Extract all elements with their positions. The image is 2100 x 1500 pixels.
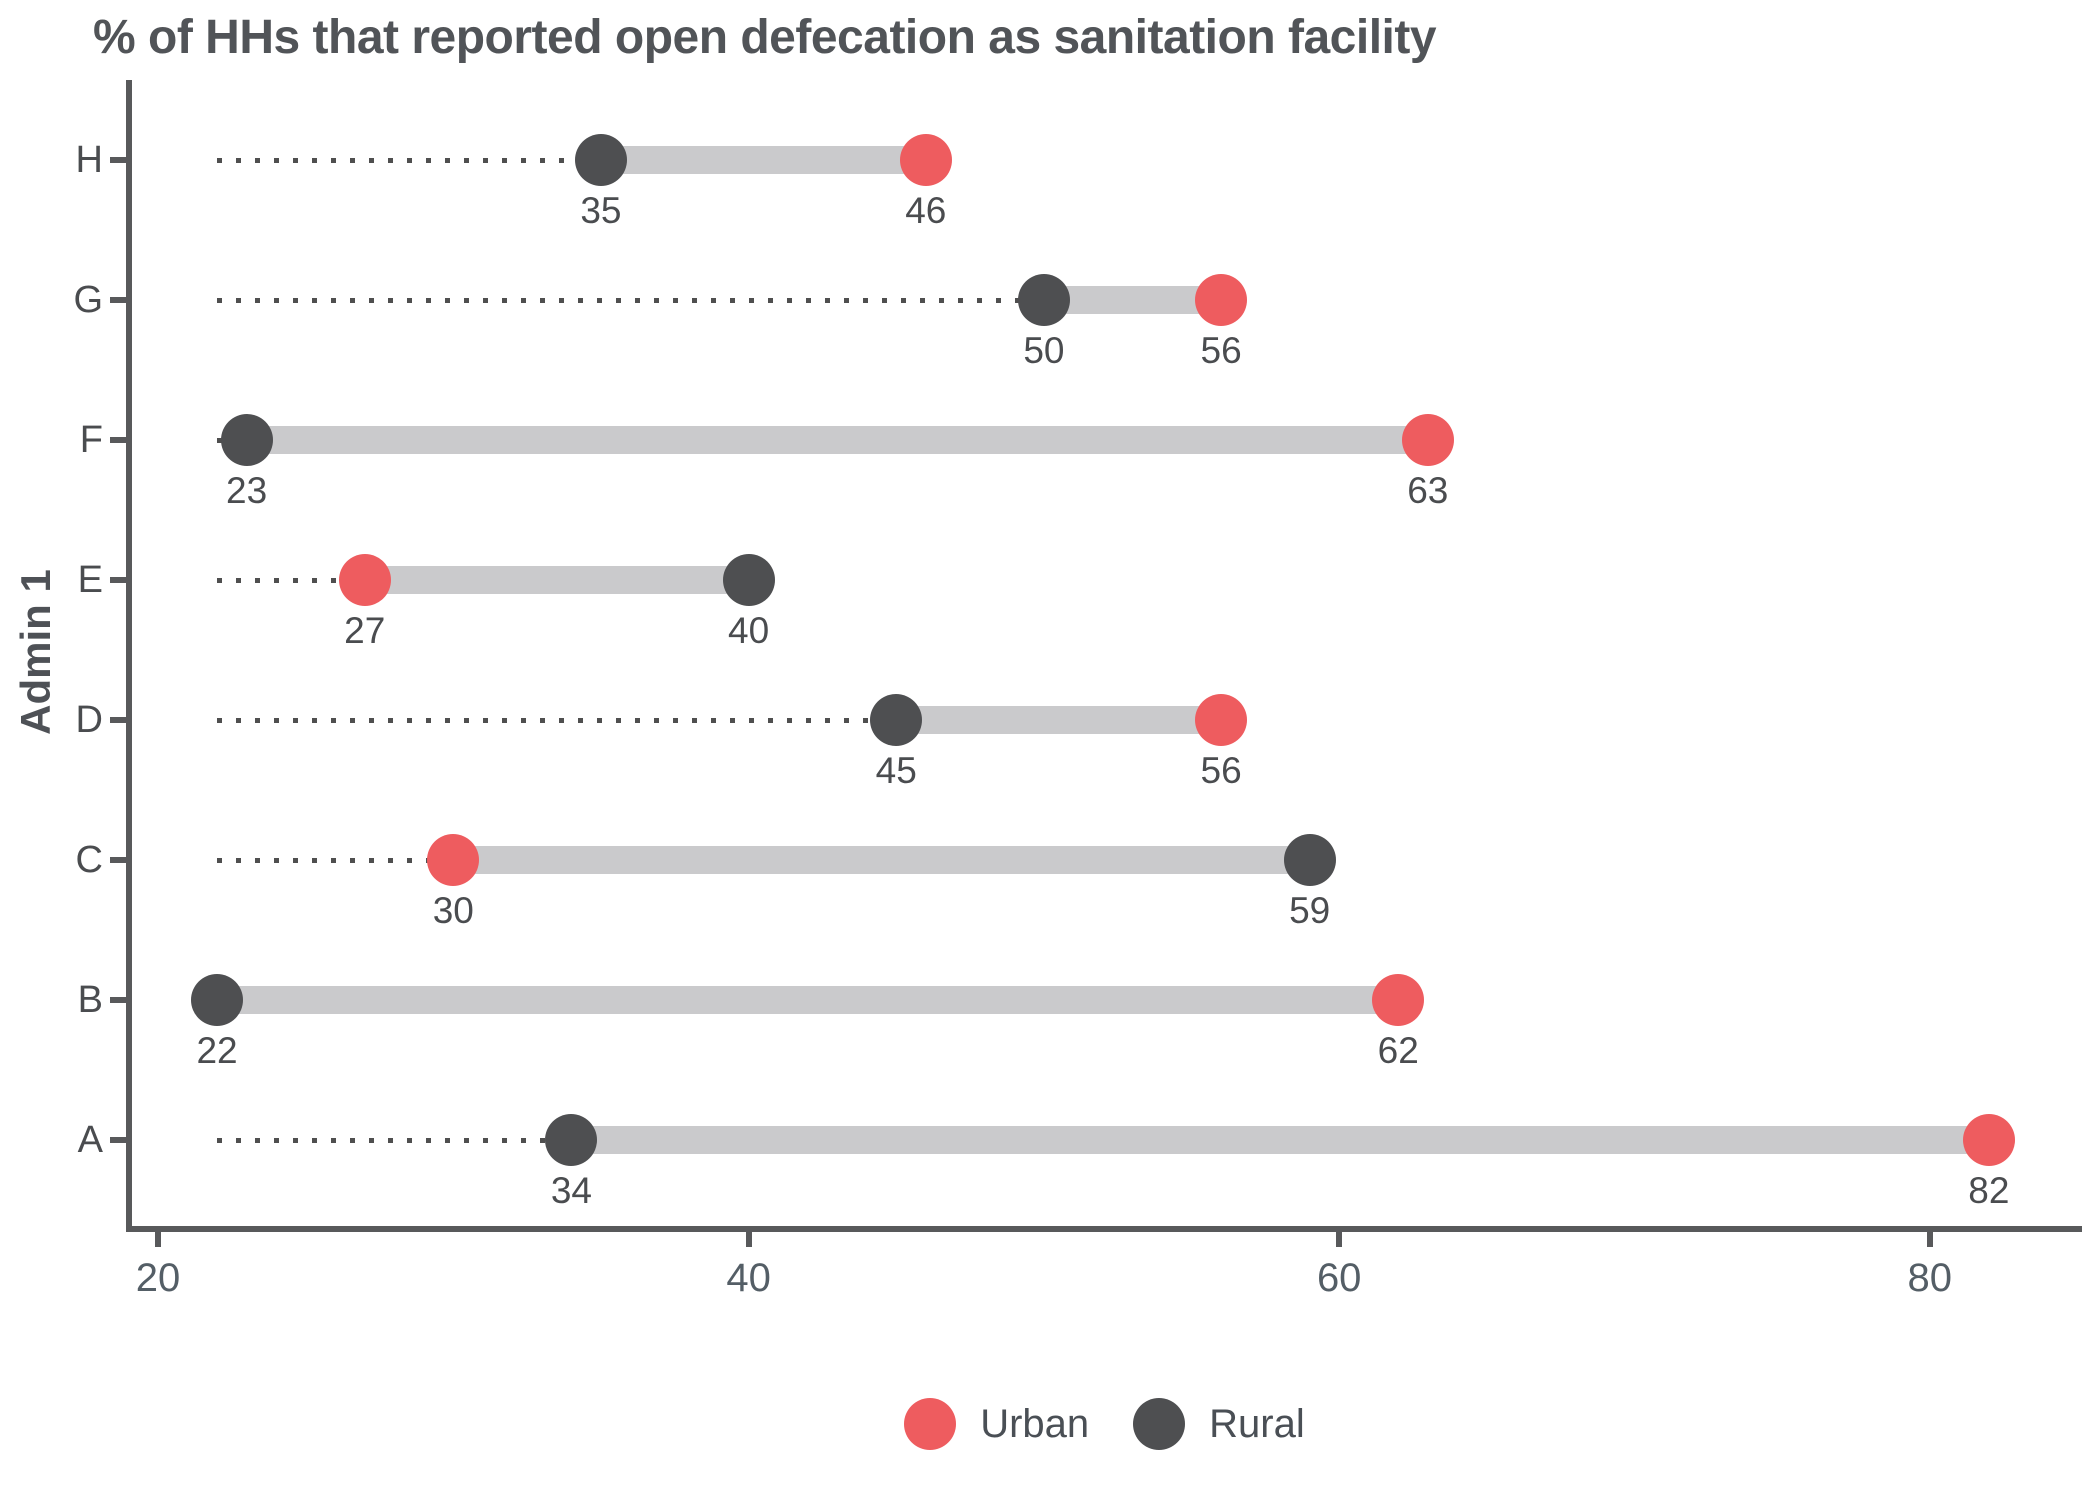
urban-value-A: 82 bbox=[1968, 1170, 2010, 1211]
urban-dot-C bbox=[427, 834, 480, 886]
x-tick-label-20: 20 bbox=[135, 1256, 181, 1300]
range-bar-G bbox=[1043, 286, 1222, 314]
category-label-E: E bbox=[77, 559, 103, 601]
x-tick-label-40: 40 bbox=[726, 1256, 771, 1300]
rural-dot-F bbox=[220, 414, 273, 466]
urban-value-B: 62 bbox=[1377, 1030, 1419, 1071]
range-bar-D bbox=[896, 706, 1222, 734]
urban-value-F: 63 bbox=[1407, 470, 1449, 511]
y-axis-tick bbox=[110, 997, 129, 1003]
legend-item-rural: Rural bbox=[1133, 1398, 1305, 1450]
x-axis-tick bbox=[1926, 1232, 1933, 1247]
y-axis-tick bbox=[110, 717, 129, 723]
category-label-C: C bbox=[75, 839, 103, 881]
leader-line-C bbox=[217, 858, 454, 863]
urban-value-H: 46 bbox=[905, 190, 947, 231]
category-label-B: B bbox=[77, 979, 103, 1021]
rural-value-D: 45 bbox=[875, 750, 917, 791]
y-axis-tick bbox=[110, 437, 129, 443]
urban-value-C: 30 bbox=[432, 890, 474, 931]
range-bar-B bbox=[217, 986, 1399, 1014]
urban-dot-icon bbox=[904, 1398, 957, 1450]
range-bar-H bbox=[600, 146, 926, 174]
legend-label-rural: Rural bbox=[1209, 1401, 1305, 1446]
rural-dot-G bbox=[1017, 274, 1070, 326]
x-tick-label-80: 80 bbox=[1907, 1256, 1953, 1300]
category-label-F: F bbox=[79, 419, 103, 461]
x-axis-tick bbox=[1336, 1232, 1343, 1247]
urban-dot-A bbox=[1962, 1114, 2015, 1166]
urban-value-E: 27 bbox=[344, 610, 386, 651]
category-label-D: D bbox=[75, 699, 103, 741]
urban-dot-G bbox=[1195, 274, 1248, 326]
x-axis-tick bbox=[155, 1232, 161, 1247]
y-axis-tick bbox=[110, 577, 129, 583]
urban-dot-E bbox=[338, 554, 391, 606]
rural-dot-A bbox=[545, 1114, 598, 1166]
rural-dot-icon bbox=[1133, 1398, 1186, 1450]
range-bar-E bbox=[364, 566, 749, 594]
leader-line-E bbox=[217, 578, 365, 583]
y-axis-tick bbox=[110, 157, 129, 163]
y-axis-tick bbox=[110, 857, 129, 863]
rural-dot-B bbox=[191, 974, 244, 1026]
range-bar-F bbox=[246, 426, 1428, 454]
urban-value-D: 56 bbox=[1200, 750, 1242, 791]
range-bar-C bbox=[453, 846, 1310, 874]
rural-dot-C bbox=[1283, 834, 1336, 886]
urban-dot-H bbox=[899, 134, 952, 186]
leader-line-A bbox=[217, 1138, 572, 1143]
y-axis-tick bbox=[110, 1137, 129, 1143]
category-label-H: H bbox=[75, 139, 103, 181]
rural-dot-H bbox=[574, 134, 627, 186]
rural-value-F: 23 bbox=[226, 470, 268, 511]
leader-line-H bbox=[217, 158, 601, 163]
category-label-A: A bbox=[77, 1119, 103, 1161]
urban-value-G: 56 bbox=[1200, 330, 1242, 371]
rural-value-H: 35 bbox=[580, 190, 622, 231]
urban-dot-B bbox=[1372, 974, 1425, 1026]
rural-value-A: 34 bbox=[550, 1170, 592, 1211]
rural-value-C: 59 bbox=[1289, 890, 1331, 931]
rural-dot-D bbox=[870, 694, 923, 746]
category-label-G: G bbox=[73, 279, 103, 321]
rural-value-B: 22 bbox=[196, 1030, 238, 1071]
leader-line-G bbox=[217, 298, 1044, 303]
legend: Urban Rural bbox=[129, 1398, 2080, 1450]
chart-title: % of HHs that reported open defecation a… bbox=[93, 11, 1437, 64]
x-axis-line bbox=[126, 1226, 2082, 1232]
rural-dot-E bbox=[722, 554, 775, 606]
plot-area: H 35 46 G 50 56 F 23 63 E 40 27 D 45 56 C 59 30 B 22 62 A 34 82… bbox=[73, 80, 2080, 1298]
legend-label-urban: Urban bbox=[980, 1401, 1090, 1446]
x-axis-tick bbox=[745, 1232, 752, 1247]
legend-item-urban: Urban bbox=[904, 1398, 1089, 1450]
urban-dot-F bbox=[1401, 414, 1454, 466]
leader-line-D bbox=[217, 718, 897, 723]
urban-dot-D bbox=[1195, 694, 1248, 746]
y-axis-tick bbox=[110, 297, 129, 303]
range-bar-A bbox=[571, 1126, 1989, 1154]
y-axis-line bbox=[126, 80, 132, 1232]
rural-value-E: 40 bbox=[728, 610, 770, 651]
rural-value-G: 50 bbox=[1023, 330, 1065, 371]
x-tick-label-60: 60 bbox=[1316, 1256, 1362, 1300]
